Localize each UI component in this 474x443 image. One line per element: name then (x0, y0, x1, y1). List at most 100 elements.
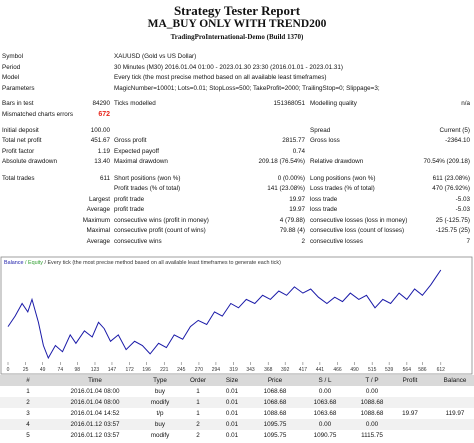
balance-chart: Balance / Equity / Every tick (the most … (0, 256, 473, 375)
result-value: Average (86, 206, 110, 213)
chart-frame (0, 256, 473, 375)
setting-label: Parameters (2, 84, 35, 92)
result-label: Bars in test (2, 100, 34, 107)
result-label: Mismatched charts errors (2, 110, 74, 118)
trade-cell: 1088.68 (360, 398, 384, 406)
result-value: 470 (76.92%) (432, 185, 470, 192)
result-label: Short positions (won %) (114, 174, 181, 182)
result-value: 611 (23.08%) (432, 174, 470, 182)
result-value: -125.75 (25) (435, 227, 470, 234)
trade-cell: t/p (156, 409, 164, 417)
expert-name: MA_BUY ONLY WITH TREND200 (147, 18, 327, 30)
x-tick-label: 98 (75, 367, 81, 373)
result-value: 79.88 (4) (279, 227, 305, 234)
result-value: Largest (88, 195, 110, 203)
result-value: 141 (23.08%) (267, 185, 305, 192)
trade-cell: 5 (26, 431, 30, 439)
balance-line (7, 269, 442, 360)
setting-value: XAUUSD (Gold vs US Dollar) (114, 53, 197, 60)
setting-label: Model (2, 74, 20, 81)
result-label: Ticks modelled (114, 100, 156, 107)
x-tick-label: 245 (177, 367, 186, 373)
column-header: Type (153, 376, 167, 384)
x-tick-label: 392 (281, 367, 290, 373)
result-value: 19.97 (289, 195, 305, 203)
result-label: Spread (310, 126, 331, 134)
x-tick-label: 0 (7, 367, 10, 373)
result-value: 209.18 (76.54%) (258, 158, 305, 165)
trade-cell: 2 (196, 420, 200, 428)
result-label: Total trades (2, 174, 35, 182)
trade-cell: 0.01 (225, 431, 239, 439)
result-value: 25 (-125.75) (435, 216, 470, 224)
trade-cell: 119.97 (445, 409, 465, 417)
x-tick-label: 515 (368, 367, 377, 373)
result-label: Initial deposit (2, 126, 39, 134)
x-tick-label: 564 (403, 367, 412, 373)
result-label: consecutive losses (loss in money) (310, 216, 408, 224)
trade-cell: 1 (196, 387, 200, 395)
x-tick-label: 49 (40, 367, 46, 373)
trade-cell: 2 (26, 398, 30, 406)
column-header: T / P (365, 376, 379, 384)
trade-cell: 0.00 (318, 420, 332, 428)
x-tick-label: 490 (350, 367, 359, 373)
result-label: Modelling quality (310, 100, 357, 107)
result-label: profit trade (114, 206, 145, 213)
table-row-bg (0, 386, 474, 397)
setting-label: Period (2, 63, 21, 71)
trade-cell: 1095.75 (263, 431, 287, 439)
trade-cell: 2016.01.04 08:00 (70, 398, 120, 406)
column-header: Size (225, 376, 239, 384)
trade-cell: 1088.68 (360, 409, 384, 417)
result-label: consecutive loss (count of losses) (310, 227, 405, 234)
column-header: Price (267, 376, 283, 384)
result-label: loss trade (310, 206, 338, 213)
chart-legend: Balance / Equity / Every tick (the most … (4, 260, 281, 266)
table-row-bg (0, 430, 474, 441)
trade-cell: 0.01 (225, 387, 239, 395)
trade-cell: modify (150, 431, 170, 439)
x-tick-label: 319 (229, 367, 238, 373)
trade-cell: 1063.68 (313, 398, 337, 406)
trade-cell: 1095.75 (263, 420, 287, 428)
result-value: -5.03 (455, 206, 470, 213)
result-value: 70.54% (209.18) (423, 158, 470, 165)
x-tick-label: 612 (437, 367, 446, 373)
result-value: 611 (99, 174, 110, 182)
trade-cell: 0.01 (225, 420, 239, 428)
result-value: 4 (79.88) (279, 216, 305, 224)
trade-cell: 1068.68 (263, 398, 287, 406)
trade-cell: modify (150, 398, 170, 406)
column-header: S / L (318, 376, 332, 384)
legend-item: / Every tick (the most precise method ba… (43, 260, 281, 266)
result-label: Profit trades (% of total) (114, 185, 181, 192)
trade-cell: 1068.68 (263, 387, 287, 395)
table-row-bg (0, 397, 474, 408)
column-header: Profit (402, 376, 418, 384)
result-label: Maximal drawdown (114, 158, 168, 165)
x-tick-label: 147 (108, 367, 117, 373)
setting-value: Every tick (the most precise method base… (114, 74, 327, 81)
trade-cell: 0.01 (225, 409, 239, 417)
result-label: consecutive wins (114, 237, 162, 245)
trade-cell: 1 (196, 409, 200, 417)
column-header: # (26, 376, 30, 384)
result-value: 19.97 (289, 206, 305, 213)
x-tick-label: 539 (385, 367, 394, 373)
result-label: Long positions (won %) (310, 174, 376, 182)
result-value: Maximal (86, 227, 110, 234)
trade-cell: 1 (196, 398, 200, 406)
result-value: 84290 (92, 100, 110, 107)
x-tick-label: 172 (125, 367, 134, 373)
trade-cell: 3 (26, 409, 30, 417)
x-tick-label: 368 (264, 367, 273, 373)
column-header: Balance (443, 376, 467, 384)
legend-item: / Equity (23, 260, 43, 266)
result-label: Loss trades (% of total) (310, 185, 375, 192)
result-value: 1.19 (97, 147, 110, 155)
trade-cell: 2016.01.04 08:00 (70, 387, 120, 395)
setting-value: 30 Minutes (M30) 2016.01.04 01:00 - 2023… (114, 63, 343, 71)
trade-cell: 2016.01.12 03:57 (70, 431, 120, 439)
